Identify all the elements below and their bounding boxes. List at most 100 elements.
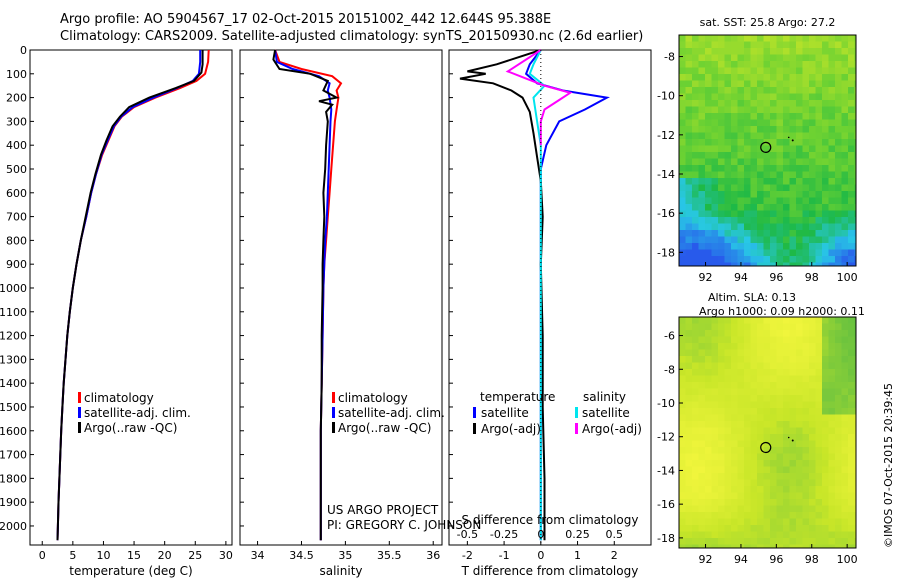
map-cell	[770, 223, 777, 231]
salinity-legend-swatch	[332, 422, 335, 433]
map-cell	[822, 343, 829, 350]
map-cell	[679, 538, 686, 545]
map-cell	[679, 158, 686, 166]
map-cell	[698, 538, 706, 545]
map-cell	[685, 499, 693, 506]
map-cell	[705, 243, 712, 250]
map-cell	[848, 473, 855, 480]
map-xtick-label: 92	[699, 553, 713, 566]
map-cell	[737, 35, 745, 42]
map-xtick-label: 94	[734, 271, 748, 284]
map-cell	[750, 139, 758, 146]
map-cell	[770, 152, 777, 159]
map-cell	[783, 132, 790, 140]
map-cell	[835, 87, 842, 94]
map-cell	[737, 41, 745, 49]
map-cell	[711, 184, 719, 192]
map-cell	[815, 479, 823, 487]
map-cell	[757, 204, 764, 211]
map-cell	[685, 35, 693, 42]
map-cell	[744, 67, 751, 75]
map-cell	[737, 369, 745, 376]
map-cell	[796, 538, 803, 545]
map-cell	[848, 256, 855, 263]
map-cell	[724, 395, 732, 402]
map-cell	[815, 48, 823, 55]
map-cell	[828, 466, 836, 474]
map-cell	[750, 317, 758, 324]
map-cell	[731, 395, 738, 402]
map-cell	[705, 41, 712, 49]
map-cell	[744, 54, 751, 62]
map-cell	[744, 336, 751, 344]
plot-title-line2: Climatology: CARS2009. Satellite-adjuste…	[60, 29, 644, 44]
map-cell	[744, 382, 751, 389]
depth-tick-label: 1300	[0, 353, 27, 366]
map-cell	[731, 126, 738, 133]
map-cell	[841, 401, 849, 409]
map-cell	[757, 427, 764, 435]
map-cell	[750, 230, 758, 237]
map-cell	[783, 184, 790, 192]
map-cell	[698, 388, 706, 396]
map-cell	[822, 210, 829, 218]
map-cell	[822, 126, 829, 133]
map-cell	[718, 479, 725, 487]
map-cell	[841, 256, 849, 263]
map-cell	[815, 408, 823, 415]
track-dot	[791, 139, 794, 142]
map-cell	[685, 223, 693, 231]
map-cell	[841, 197, 849, 205]
map-cell	[828, 414, 836, 422]
map-cell	[809, 460, 816, 467]
map-cell	[757, 447, 764, 454]
map-cell	[698, 132, 706, 140]
map-cell	[757, 479, 764, 487]
map-cell	[802, 54, 810, 62]
difference-xtick-label: -1	[499, 549, 510, 562]
map-cell	[705, 518, 712, 526]
map-cell	[796, 499, 803, 506]
map-cell	[711, 440, 719, 448]
map-cell	[731, 499, 738, 506]
map-cell	[796, 323, 803, 331]
map-cell	[776, 217, 784, 224]
map-cell	[724, 191, 732, 198]
map-cell	[841, 132, 849, 140]
map-cell	[848, 113, 855, 120]
map-cell	[848, 165, 855, 172]
map-cell	[757, 210, 764, 218]
map-cell	[815, 421, 823, 428]
map-cell	[692, 113, 699, 120]
map-cell	[802, 369, 810, 376]
map-cell	[685, 126, 693, 133]
map-cell	[711, 249, 719, 257]
map-cell	[763, 191, 771, 198]
map-cell	[718, 317, 725, 324]
map-cell	[796, 132, 803, 140]
depth-tick-label: 200	[6, 92, 27, 105]
map-cell	[718, 41, 725, 49]
map-cell	[841, 139, 849, 146]
map-cell	[737, 512, 745, 519]
map-cell	[770, 395, 777, 402]
map-cell	[724, 204, 732, 211]
map-cell	[822, 447, 829, 454]
map-cell	[724, 256, 732, 263]
map-cell	[828, 93, 836, 101]
map-cell	[776, 158, 784, 166]
map-cell	[731, 165, 738, 172]
map-cell	[822, 369, 829, 376]
map-cell	[841, 330, 849, 337]
map-cell	[809, 236, 816, 244]
map-cell	[685, 388, 693, 396]
map-cell	[718, 54, 725, 62]
map-cell	[802, 145, 810, 153]
map-cell	[848, 243, 855, 250]
map-cell	[789, 336, 797, 344]
map-cell	[711, 100, 719, 107]
map-cell	[731, 356, 738, 363]
map-cell	[705, 349, 712, 357]
map-cell	[770, 317, 777, 324]
map-cell	[783, 230, 790, 237]
